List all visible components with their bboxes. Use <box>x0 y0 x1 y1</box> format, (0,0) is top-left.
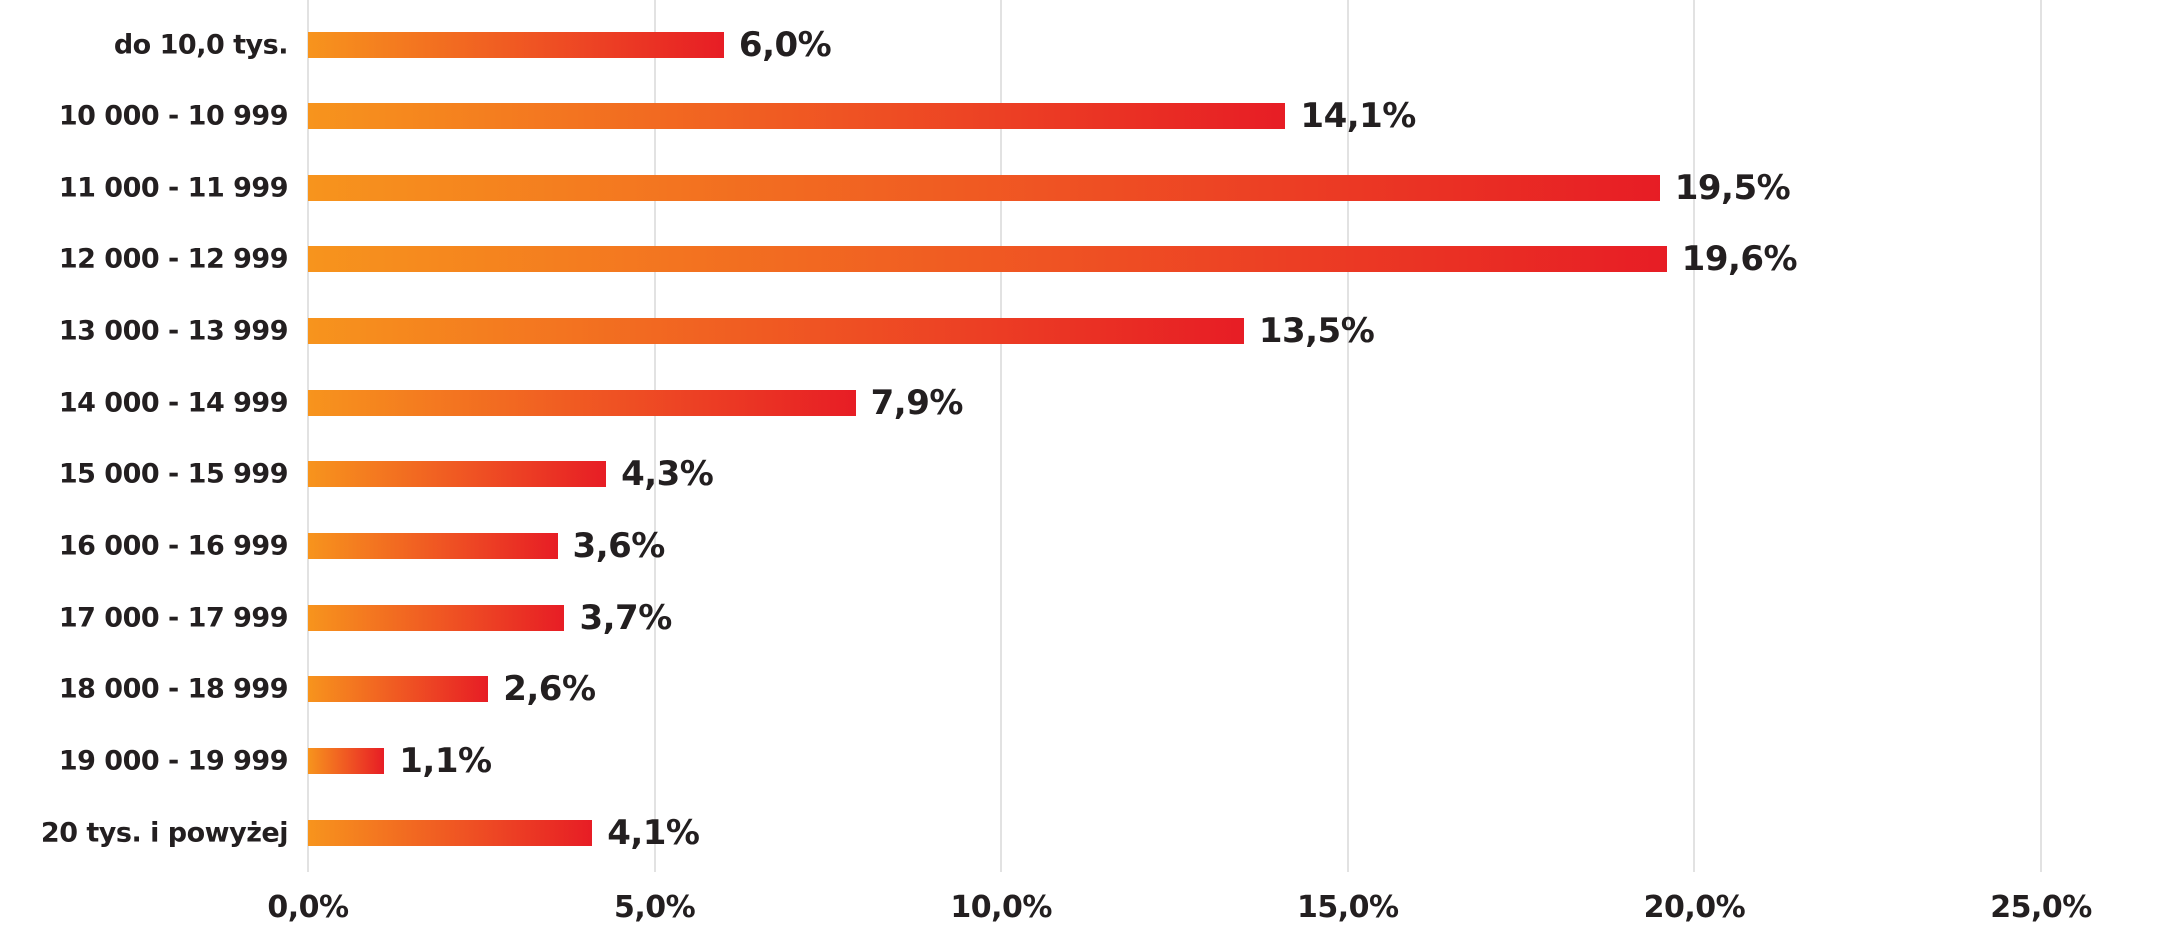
category-label: 11 000 - 11 999 <box>58 172 289 204</box>
bar-row: 2,6% <box>308 669 2041 710</box>
value-label: 13,5% <box>1258 311 1375 352</box>
bar-row: 4,1% <box>308 812 2041 853</box>
value-label: 1,1% <box>399 740 492 781</box>
bar-row: 3,7% <box>308 597 2041 638</box>
bar-row: 6,0% <box>308 24 2041 65</box>
bar <box>308 174 1660 201</box>
category-label: 10 000 - 10 999 <box>58 100 289 132</box>
gridline-20 <box>1693 0 1696 872</box>
gridline-10 <box>1000 0 1003 872</box>
bar <box>308 31 724 58</box>
bar-row: 13,5% <box>308 311 2041 352</box>
value-label: 19,5% <box>1674 167 1791 208</box>
category-axis: do 10,0 tys. 10 000 - 10 999 11 000 - 11 9… <box>0 0 289 872</box>
value-label: 4,1% <box>607 812 700 853</box>
category-label: 13 000 - 13 999 <box>58 315 289 347</box>
bar <box>308 604 565 631</box>
bar <box>308 461 607 488</box>
bar <box>308 389 856 416</box>
bar <box>308 103 1286 130</box>
category-label: 17 000 - 17 999 <box>58 602 289 634</box>
category-label: 16 000 - 16 999 <box>58 530 289 562</box>
gridline-0 <box>307 0 309 872</box>
value-label: 14,1% <box>1300 96 1416 137</box>
value-label: 3,7% <box>579 597 672 638</box>
bar <box>308 318 1244 345</box>
bar-row: 7,9% <box>308 382 2041 423</box>
x-tick-label: 0,0% <box>267 890 349 925</box>
value-label: 6,0% <box>738 24 832 65</box>
bar <box>308 532 558 559</box>
category-label: do 10,0 tys. <box>113 29 289 60</box>
x-tick-label: 5,0% <box>613 890 696 925</box>
bar-row: 1,1% <box>308 740 2041 781</box>
gridline-25 <box>2040 0 2042 872</box>
gridline-5 <box>653 0 656 872</box>
bar-row: 19,5% <box>308 167 2041 208</box>
category-label: 14 000 - 14 999 <box>58 387 289 419</box>
bar-row: 4,3% <box>308 454 2041 495</box>
gridline-15 <box>1346 0 1349 872</box>
x-tick-label: 20,0% <box>1643 890 1746 925</box>
value-label: 2,6% <box>503 669 596 710</box>
bar <box>308 819 593 846</box>
bar <box>308 246 1667 273</box>
bar-row: 19,6% <box>308 239 2041 280</box>
value-label: 19,6% <box>1681 239 1798 280</box>
value-label: 3,6% <box>572 525 666 566</box>
value-label: 4,3% <box>621 454 714 495</box>
bar-row: 3,6% <box>308 525 2041 566</box>
plot-area: 6,0% 14,1% 19,5% 19,6% 13,5% 7,9% 4,3% 3,6% 3,7%… <box>307 0 2042 872</box>
x-tick-label: 15,0% <box>1297 890 1399 925</box>
category-label: 19 000 - 19 999 <box>58 745 289 777</box>
category-label: 15 000 - 15 999 <box>58 458 289 490</box>
category-label: 18 000 - 18 999 <box>58 673 289 705</box>
x-tick-label: 25,0% <box>1990 890 2092 925</box>
value-label: 7,9% <box>870 382 964 423</box>
bar <box>308 676 489 703</box>
category-label: 20 tys. i powyżej <box>40 817 289 849</box>
category-label: 12 000 - 12 999 <box>58 243 289 275</box>
bar <box>308 747 385 774</box>
value-axis: 0,0% 5,0% 10,0% 15,0% 20,0% 25,0% <box>0 872 2180 947</box>
bar-row: 14,1% <box>308 96 2041 137</box>
x-tick-label: 10,0% <box>950 890 1052 925</box>
